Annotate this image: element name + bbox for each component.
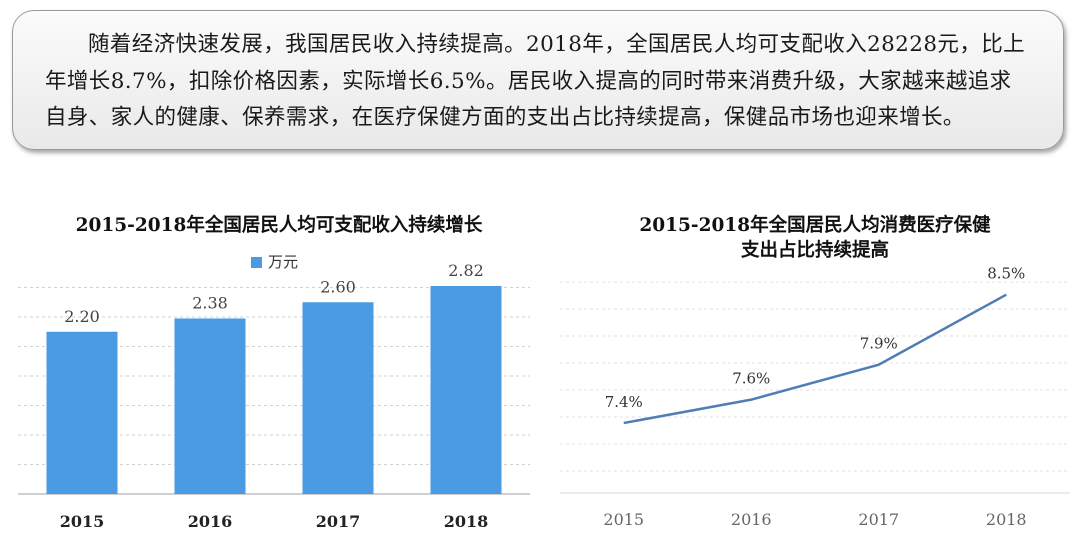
line-marks: 7.4% 2015 7.6% 2016 7.9% 2017 8.5% 2018 [603, 265, 1026, 529]
data-label-2015: 2.20 [64, 307, 100, 326]
series-line [623, 293, 1007, 425]
x-tick-2017: 2017 [316, 512, 361, 531]
data-label-2018: 2.82 [448, 261, 484, 280]
legend-swatch [251, 257, 262, 268]
bar-2017 [302, 302, 374, 494]
data-label-2017: 2.60 [320, 277, 356, 296]
bar-chart-title: 2015-2018年全国居民人均可支配收入持续增长 [76, 214, 483, 236]
summary-text: 随着经济快速发展，我国居民收入持续提高。2018年，全国居民人均可支配收入282… [45, 32, 1026, 130]
data-label-2015: 7.4% [605, 393, 643, 411]
line-chart-title-line2: 支出占比持续提高 [740, 239, 889, 261]
summary-box: 随着经济快速发展，我国居民收入持续提高。2018年，全国居民人均可支配收入282… [12, 10, 1064, 150]
x-tick-2015: 2015 [60, 512, 105, 531]
line-chart-title-line1: 2015-2018年全国居民人均消费医疗保健 [639, 214, 991, 236]
bar-chart-legend: 万元 [251, 253, 298, 271]
legend-label: 万元 [268, 253, 298, 271]
bar-2018 [430, 286, 502, 494]
line-grid [560, 281, 1070, 494]
x-tick-2018: 2018 [986, 510, 1027, 529]
data-label-2018: 8.5% [987, 265, 1025, 283]
bar-2016 [174, 318, 246, 494]
bar-2015 [46, 331, 118, 494]
x-tick-2017: 2017 [858, 510, 899, 529]
data-label-2016: 2.38 [192, 293, 228, 312]
data-label-2017: 7.9% [860, 335, 898, 353]
x-tick-2018: 2018 [444, 512, 489, 531]
income-bar-chart: 2015-2018年全国居民人均可支配收入持续增长 万元 2.20 2015 2.3… [18, 214, 530, 531]
x-tick-2016: 2016 [731, 510, 772, 529]
medical-line-chart: 2015-2018年全国居民人均消费医疗保健 支出占比持续提高 7.4% 2015… [560, 214, 1070, 529]
bar-marks: 2.20 2015 2.38 2016 2.60 2017 2.82 2018 [46, 261, 502, 531]
data-label-2016: 7.6% [732, 370, 770, 388]
x-tick-2015: 2015 [603, 510, 644, 529]
x-tick-2016: 2016 [188, 512, 233, 531]
